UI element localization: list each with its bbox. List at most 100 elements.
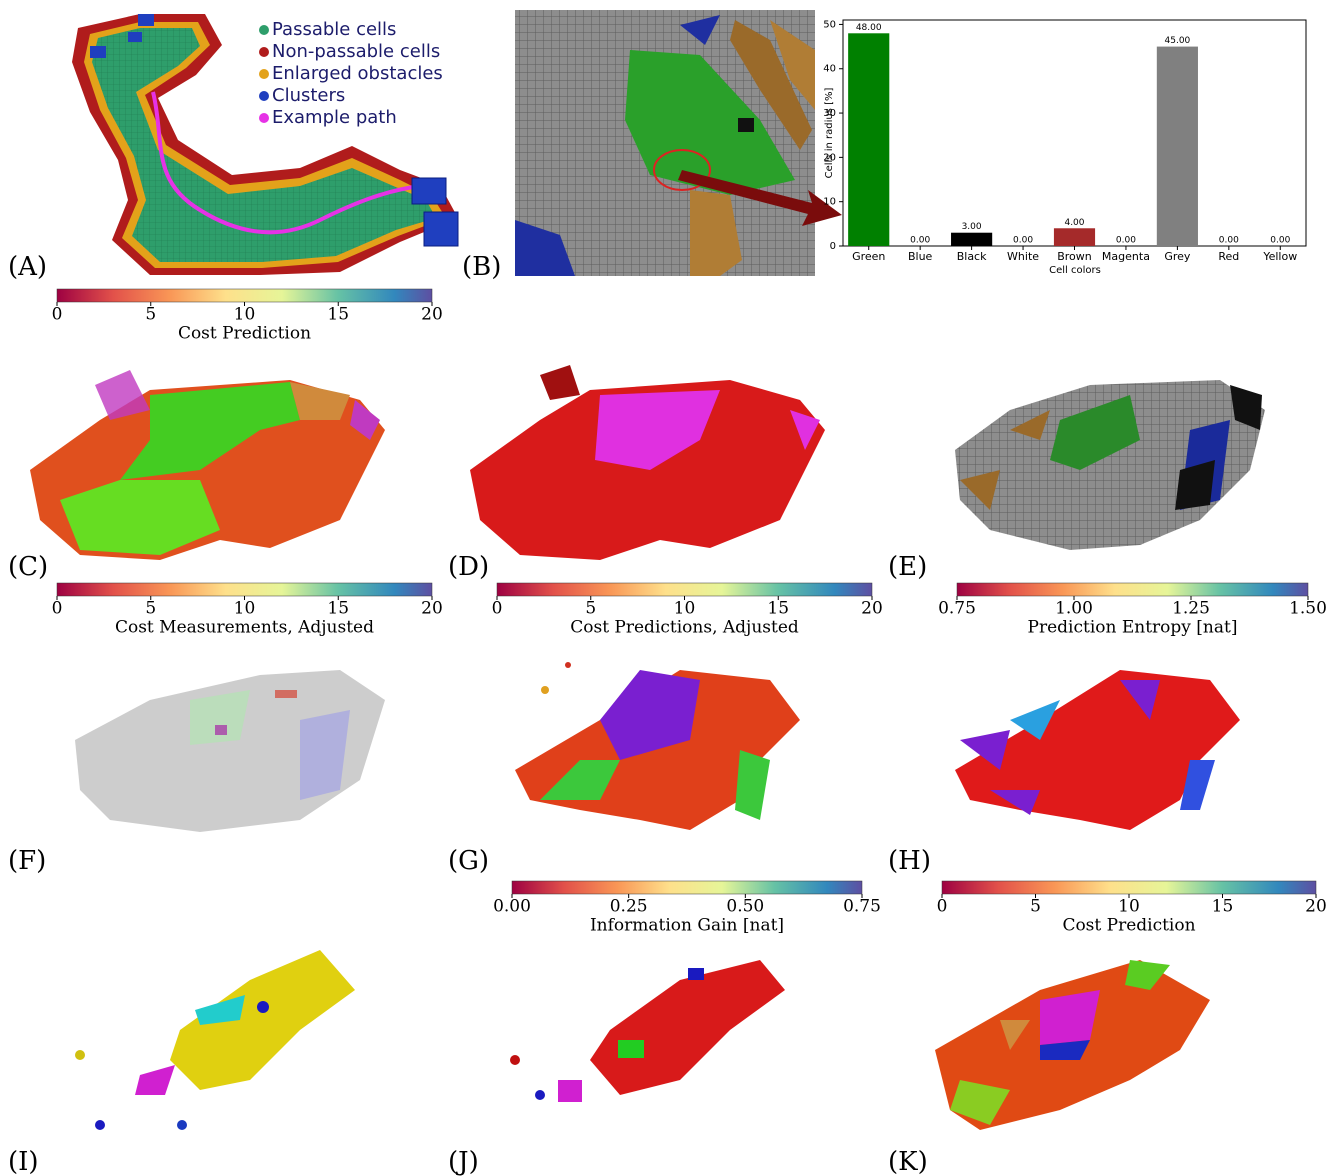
panel-label: (F) [8, 846, 46, 876]
panel-i-image [75, 950, 355, 1130]
value-label: 0.00 [1116, 236, 1136, 246]
colorbar-tick-label: 0.75 [843, 897, 881, 917]
panel-label: (C) [8, 552, 48, 582]
panel-label: (E) [888, 552, 927, 582]
y-axis-label: Cells in radius [%] [824, 88, 835, 179]
value-label: 3.00 [962, 222, 982, 232]
colorbar-label: Information Gain [nat] [590, 916, 784, 936]
legend-marker [259, 47, 269, 57]
colorbar-tick-label: 20 [421, 599, 443, 619]
legend-marker [259, 113, 269, 123]
colorbar-tick-label: 20 [861, 599, 883, 619]
bar [1054, 228, 1095, 246]
colorbar-tick-label: 20 [1305, 897, 1327, 917]
y-tick-label: 0 [830, 241, 836, 252]
panel-f-image [75, 670, 385, 832]
colorbar-tick-label: 0.50 [726, 897, 764, 917]
legend-label: Example path [272, 107, 397, 128]
colorbar [957, 583, 1308, 596]
colorbar-tick-label: 0.00 [493, 897, 531, 917]
x-tick-label: Green [852, 250, 885, 263]
y-tick-label: 50 [823, 19, 836, 30]
colorbar [497, 583, 872, 596]
y-tick-label: 40 [823, 64, 836, 75]
colorbar-label: Cost Prediction [178, 324, 311, 344]
panel-label: (D) [448, 552, 489, 582]
bar-axes [843, 20, 1306, 246]
colorbar-tick-label: 1.25 [1172, 599, 1210, 619]
colorbar-tick-label: 10 [674, 599, 696, 619]
bar [951, 233, 992, 246]
panel-b-image [515, 10, 842, 276]
colorbar-tick-label: 10 [234, 305, 256, 325]
colorbar-tick-label: 15 [1212, 897, 1234, 917]
value-label: 0.00 [1013, 236, 1033, 246]
x-tick-label: Blue [908, 250, 933, 263]
colorbar [57, 583, 432, 596]
value-label: 4.00 [1064, 218, 1084, 228]
x-tick-label: Yellow [1262, 250, 1297, 263]
colorbar-tick-label: 5 [1030, 897, 1041, 917]
colorbar-tick-label: 0 [52, 599, 63, 619]
legend-label: Passable cells [272, 19, 396, 40]
colorbar-tick-label: 1.50 [1289, 599, 1327, 619]
colorbar-tick-label: 15 [327, 305, 349, 325]
legend-label: Non-passable cells [272, 41, 440, 62]
bar [1157, 47, 1198, 246]
colorbar-tick-label: 15 [767, 599, 789, 619]
value-label: 48.00 [856, 23, 882, 33]
panel-label: (K) [888, 1147, 928, 1176]
colorbar-tick-label: 15 [327, 599, 349, 619]
colorbar-tick-label: 5 [145, 305, 156, 325]
colorbar-tick-label: 10 [1118, 897, 1140, 917]
colorbar [512, 881, 862, 894]
panel-label: (A) [8, 252, 47, 282]
legend-label: Enlarged obstacles [272, 63, 443, 84]
panel-c-image [30, 370, 385, 560]
x-axis-label: Cell colors [1049, 265, 1101, 276]
panel-label: (J) [448, 1147, 479, 1176]
x-tick-label: Red [1218, 250, 1239, 263]
panel-label: (H) [888, 846, 931, 876]
legend-marker [259, 25, 269, 35]
legend-label: Clusters [272, 85, 345, 106]
colorbar-tick-label: 5 [145, 599, 156, 619]
panel-h-image [955, 670, 1240, 830]
colorbar [942, 881, 1316, 894]
y-tick-label: 10 [823, 197, 836, 208]
panel-label: (G) [448, 846, 489, 876]
panel-d-image [470, 365, 825, 560]
x-tick-label: Magenta [1102, 250, 1150, 263]
panel-label: (B) [462, 252, 501, 282]
colorbar-tick-label: 10 [234, 599, 256, 619]
figure: (A) (B) (C) (D) (E) (F) (G) (H) (I) (J) (K) Passabl… [0, 0, 1341, 1176]
colorbar-label: Prediction Entropy [nat] [1028, 618, 1238, 638]
colorbar-tick-label: 0.25 [610, 897, 648, 917]
colorbar-tick-label: 0 [492, 599, 503, 619]
panel-g-image [515, 662, 800, 830]
x-tick-label: Brown [1057, 250, 1092, 263]
colorbar-tick-label: 20 [421, 305, 443, 325]
value-label: 0.00 [910, 236, 930, 246]
value-label: 45.00 [1165, 36, 1191, 46]
value-label: 0.00 [1219, 236, 1239, 246]
legend-marker [259, 69, 269, 79]
value-label: 0.00 [1270, 236, 1290, 246]
bar [848, 33, 889, 246]
colorbar-label: Cost Prediction [1062, 916, 1195, 936]
colorbar-tick-label: 1.00 [1055, 599, 1093, 619]
colorbar-tick-label: 5 [585, 599, 596, 619]
panel-label: (I) [8, 1147, 39, 1176]
legend-marker [259, 91, 269, 101]
panel-e-image [955, 380, 1265, 550]
colorbar-label: Cost Predictions, Adjusted [570, 618, 799, 638]
x-tick-label: Black [957, 250, 987, 263]
x-tick-label: Grey [1164, 250, 1191, 263]
colorbar-tick-label: 0 [52, 305, 63, 325]
colorbar [57, 289, 432, 302]
colorbar-label: Cost Measurements, Adjusted [115, 618, 374, 638]
panel-k-image [935, 960, 1210, 1130]
panel-j-image [510, 960, 785, 1102]
colorbar-tick-label: 0.75 [938, 599, 976, 619]
x-tick-label: White [1007, 250, 1039, 263]
